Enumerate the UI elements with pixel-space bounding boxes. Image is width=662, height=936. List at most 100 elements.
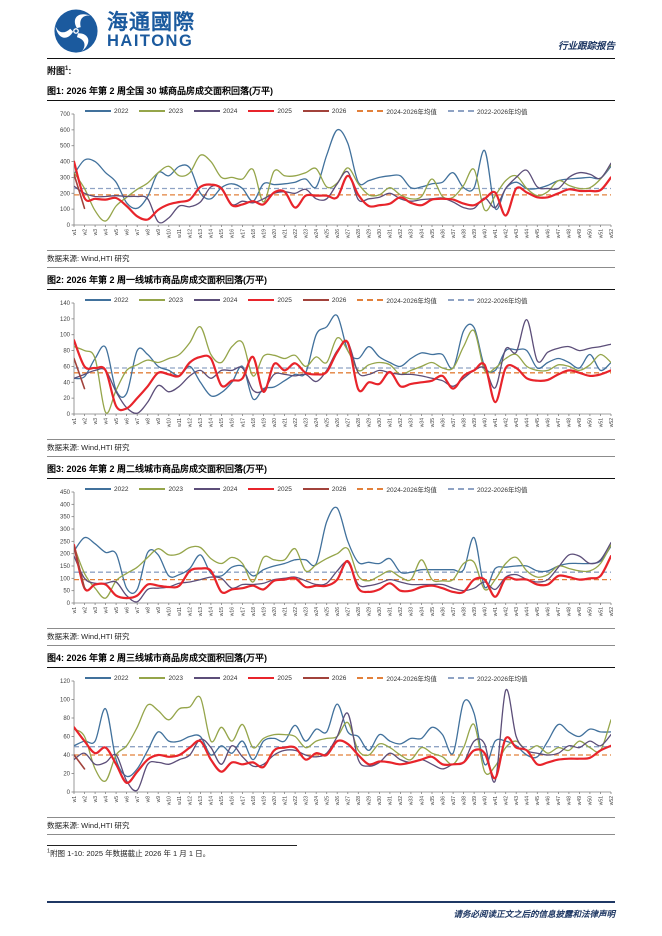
- svg-text:w21: w21: [282, 229, 288, 238]
- svg-text:50: 50: [63, 589, 70, 595]
- svg-text:w23: w23: [303, 229, 309, 238]
- svg-text:w36: w36: [440, 229, 446, 238]
- svg-text:w44: w44: [525, 796, 531, 805]
- svg-text:20: 20: [63, 396, 70, 402]
- svg-text:w38: w38: [461, 418, 467, 427]
- svg-text:w1: w1: [72, 418, 78, 425]
- svg-text:w43: w43: [514, 607, 520, 616]
- svg-text:w25: w25: [325, 229, 331, 238]
- legend-item-2024-2026年均值: 2024-2026年均值: [357, 484, 437, 494]
- svg-text:w36: w36: [440, 418, 446, 427]
- svg-text:w19: w19: [261, 229, 267, 238]
- chart-canvas: 0 100 200 300 400 500 600 700 w1 w2 w3 w4 w5 w6 w7 w8 w9…: [60, 112, 615, 238]
- svg-text:w19: w19: [261, 418, 267, 427]
- svg-text:w37: w37: [451, 796, 457, 805]
- svg-text:w12: w12: [188, 229, 194, 238]
- svg-text:w23: w23: [303, 796, 309, 805]
- svg-text:w31: w31: [388, 796, 394, 805]
- svg-text:w12: w12: [188, 607, 194, 616]
- legend-dashed-swatch: [447, 299, 474, 301]
- legend-line-swatch: [139, 299, 166, 301]
- svg-text:w28: w28: [356, 796, 362, 805]
- svg-text:w5: w5: [114, 796, 120, 803]
- legend-dashed-swatch: [447, 110, 474, 112]
- legend-item-2026: 2026: [302, 486, 346, 493]
- chart-canvas: 0 20 40 60 80 100 120 w1 w2 w3 w4 w5 w6 w7 w8 w9 w10 w11 w…: [60, 679, 615, 805]
- svg-text:350: 350: [60, 515, 71, 521]
- svg-text:w39: w39: [472, 229, 478, 238]
- svg-text:w40: w40: [482, 229, 488, 238]
- svg-text:60: 60: [63, 735, 70, 741]
- svg-text:w27: w27: [346, 418, 352, 427]
- svg-text:w46: w46: [546, 796, 552, 805]
- legend-label: 2024: [222, 296, 238, 304]
- legend-label: 2023: [168, 296, 183, 304]
- svg-text:w25: w25: [325, 418, 331, 427]
- legend-label: 2025: [277, 674, 292, 682]
- legend-label: 2024-2026年均值: [386, 298, 437, 305]
- svg-text:w25: w25: [325, 796, 331, 805]
- svg-text:w45: w45: [535, 607, 541, 616]
- legend-dashed-swatch: [357, 488, 384, 490]
- svg-text:w33: w33: [409, 229, 415, 238]
- svg-text:w15: w15: [219, 418, 225, 427]
- svg-text:w36: w36: [440, 607, 446, 616]
- svg-text:w28: w28: [356, 607, 362, 616]
- svg-text:60: 60: [63, 364, 70, 370]
- legend-line-swatch: [193, 488, 220, 490]
- legend-label: 2023: [168, 485, 183, 493]
- svg-text:w20: w20: [272, 607, 278, 616]
- svg-text:w2: w2: [82, 607, 88, 614]
- figure-3-plot: 0 50 100 150 200 250 300 350 400 450 w1 w2 w3 w4 w5 w6 w…: [47, 487, 615, 628]
- footnote-divider: [47, 845, 297, 846]
- legend-label: 2024: [222, 674, 238, 682]
- legend-label: 2023: [168, 674, 183, 682]
- figure-3-source: 数据来源: Wind,HTI 研究: [47, 628, 615, 646]
- svg-text:w12: w12: [188, 418, 194, 427]
- legend-line-swatch: [85, 488, 111, 490]
- svg-text:w35: w35: [430, 796, 436, 805]
- svg-text:300: 300: [60, 175, 71, 181]
- svg-text:w8: w8: [146, 607, 152, 614]
- svg-text:w31: w31: [388, 229, 394, 238]
- svg-text:w10: w10: [167, 229, 173, 238]
- svg-text:w51: w51: [598, 607, 604, 616]
- svg-text:w50: w50: [588, 229, 594, 238]
- svg-text:w14: w14: [209, 796, 215, 805]
- svg-text:w39: w39: [472, 418, 478, 427]
- figure-4-title: 图4: 2026 年第 2 周三线城市商品房成交面积回落(万平): [47, 649, 615, 668]
- legend-line-swatch: [139, 677, 166, 679]
- svg-text:w39: w39: [472, 796, 478, 805]
- svg-text:w40: w40: [482, 418, 488, 427]
- svg-text:w44: w44: [525, 229, 531, 238]
- legend-item-2022: 2022: [85, 486, 128, 493]
- svg-text:w16: w16: [230, 607, 236, 616]
- svg-text:w19: w19: [261, 607, 267, 616]
- svg-text:w18: w18: [251, 418, 257, 427]
- legend-label: 2023: [168, 107, 183, 115]
- svg-text:w31: w31: [388, 607, 394, 616]
- svg-text:120: 120: [60, 317, 71, 323]
- svg-text:100: 100: [60, 576, 71, 582]
- svg-text:w17: w17: [240, 796, 246, 805]
- legend-label: 2025: [277, 107, 292, 115]
- svg-text:w51: w51: [598, 229, 604, 238]
- svg-text:w15: w15: [219, 607, 225, 616]
- legend-item-2023: 2023: [139, 674, 183, 682]
- svg-text:w9: w9: [156, 607, 162, 614]
- svg-text:w44: w44: [525, 607, 531, 616]
- svg-text:700: 700: [60, 112, 71, 118]
- svg-text:w48: w48: [567, 796, 573, 805]
- svg-text:w47: w47: [556, 607, 562, 616]
- svg-text:w29: w29: [367, 418, 373, 427]
- figure-4-source: 数据来源: Wind,HTI 研究: [47, 817, 615, 835]
- svg-text:w52: w52: [609, 607, 615, 616]
- svg-text:w41: w41: [493, 418, 499, 427]
- footnote-block: 1附图 1-10: 2025 年数据截止 2026 年 1 月 1 日。: [47, 845, 615, 859]
- svg-text:w22: w22: [293, 607, 299, 616]
- report-type-label: 行业跟踪报告: [557, 41, 615, 52]
- svg-text:w22: w22: [293, 418, 299, 427]
- svg-text:w6: w6: [124, 418, 130, 425]
- figure-3-title: 图3: 2026 年第 2 周二线城市商品房成交面积回落(万平): [47, 460, 615, 479]
